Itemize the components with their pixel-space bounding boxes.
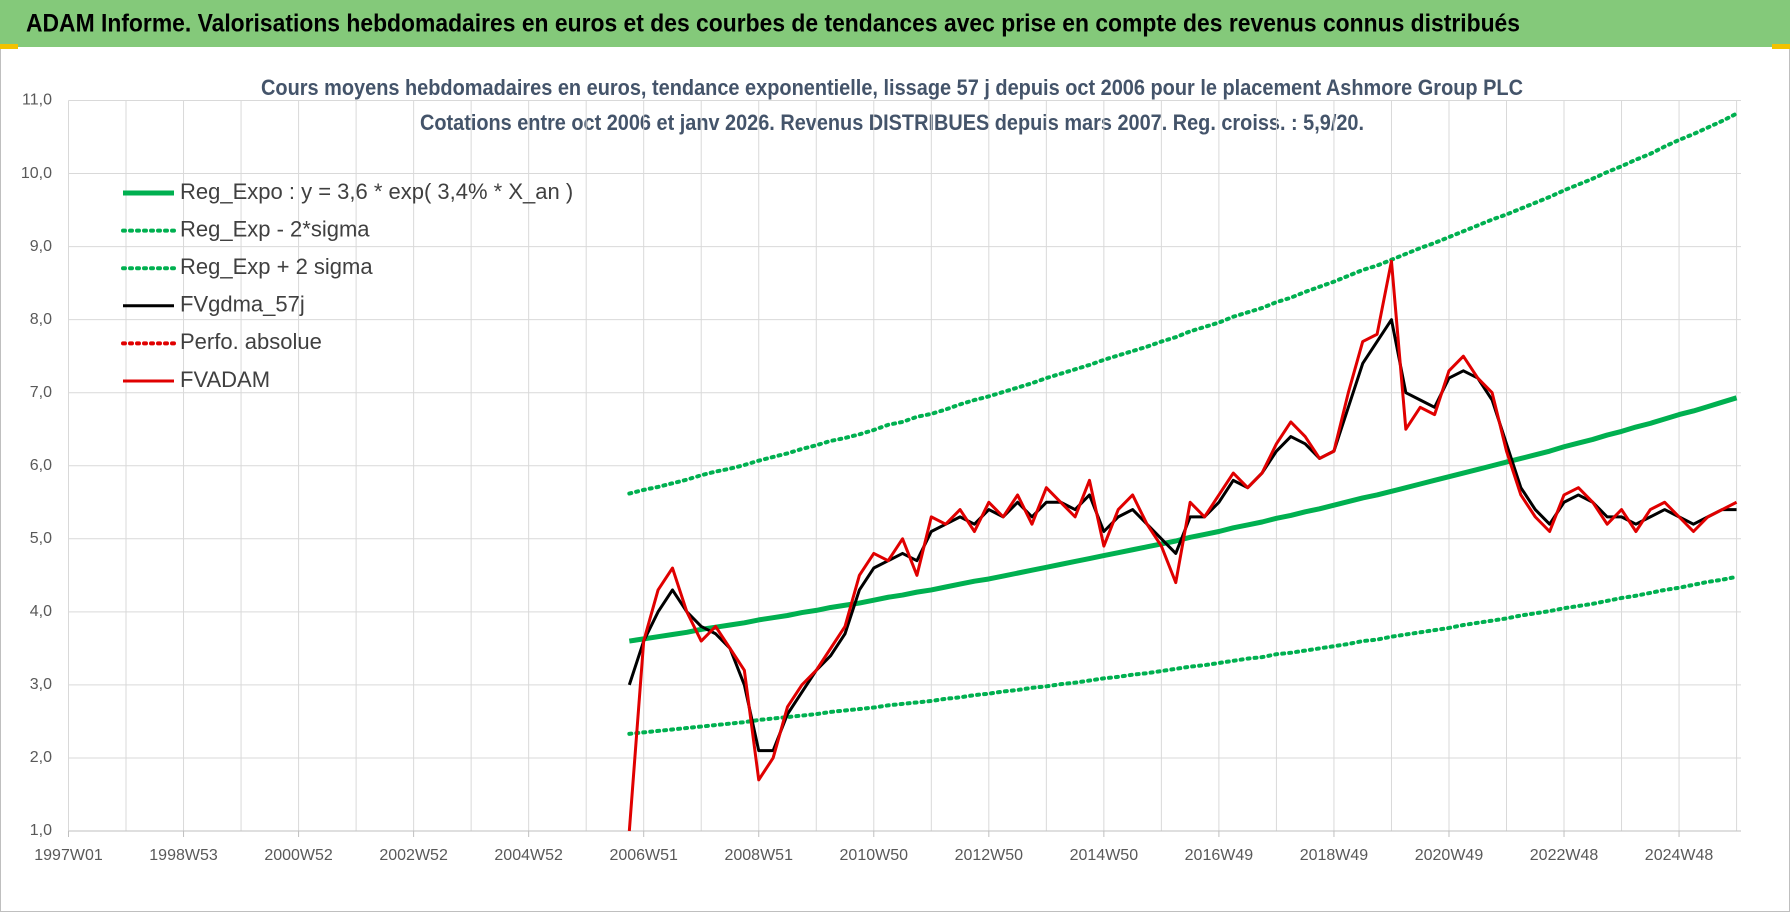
x-tick-label: 1998W53 bbox=[149, 847, 218, 864]
grid: 1,0 2,0 3,0 4,0 5,0 6,0 7,0 8,0 9,0 10,0 11,0 1997W… bbox=[21, 92, 1741, 864]
y-tick-label: 7,0 bbox=[30, 384, 52, 401]
x-tick-label: 2008W51 bbox=[724, 847, 793, 864]
y-tick-label: 9,0 bbox=[30, 238, 52, 255]
y-tick-label: 5,0 bbox=[30, 530, 52, 547]
chart-title: Cours moyens hebdomadaires en euros, ten… bbox=[261, 75, 1523, 100]
legend-label: FVADAM bbox=[180, 367, 270, 392]
x-tick-label: 2002W52 bbox=[379, 847, 448, 864]
x-tick-label: 2012W50 bbox=[955, 847, 1024, 864]
y-tick-label: 1,0 bbox=[30, 822, 52, 839]
legend: Reg_Expo : y = 3,6 * exp( 3,4% * X_an ) R… bbox=[121, 179, 573, 392]
x-tick-label: 2006W51 bbox=[609, 847, 678, 864]
series-line bbox=[627, 574, 1739, 736]
y-tick-label: 6,0 bbox=[30, 457, 52, 474]
x-tick-label: 2016W49 bbox=[1185, 847, 1254, 864]
x-tick-label: 2022W48 bbox=[1530, 847, 1599, 864]
plot bbox=[627, 111, 1739, 832]
x-tick-label: 1997W01 bbox=[34, 847, 103, 864]
x-tick-label: 2010W50 bbox=[840, 847, 909, 864]
chart-subtitle: Cotations entre oct 2006 et janv 2026. R… bbox=[420, 110, 1364, 135]
x-tick-label: 2018W49 bbox=[1300, 847, 1369, 864]
legend-label: Reg_Exp - 2*sigma bbox=[180, 216, 370, 241]
corner bbox=[1772, 44, 1790, 49]
y-tick-label: 4,0 bbox=[30, 603, 52, 620]
legend-label: Perfo. absolue bbox=[180, 329, 322, 354]
x-tick-label: 2024W48 bbox=[1645, 847, 1714, 864]
series-line bbox=[627, 259, 1738, 832]
x-tick-label: 2000W52 bbox=[264, 847, 333, 864]
x-tick-label: 2014W50 bbox=[1070, 847, 1139, 864]
series-line bbox=[627, 111, 1739, 496]
y-tick-label: 8,0 bbox=[30, 311, 52, 328]
legend-label: Reg_Exp + 2 sigma bbox=[180, 254, 373, 279]
legend-label: FVgdma_57j bbox=[180, 292, 305, 317]
corner bbox=[0, 44, 18, 49]
y-tick-label: 3,0 bbox=[30, 676, 52, 693]
x-tick-label: 2020W49 bbox=[1415, 847, 1484, 864]
x-tick-label: 2004W52 bbox=[494, 847, 563, 864]
y-tick-label: 11,0 bbox=[22, 92, 52, 109]
header-title: ADAM Informe. Valorisations hebdomadaire… bbox=[26, 10, 1520, 38]
y-tick-label: 2,0 bbox=[30, 749, 52, 766]
header-bar bbox=[0, 0, 1790, 47]
legend-label: Reg_Expo : y = 3,6 * exp( 3,4% * X_an ) bbox=[180, 179, 573, 204]
y-tick-label: 10,0 bbox=[21, 165, 52, 182]
